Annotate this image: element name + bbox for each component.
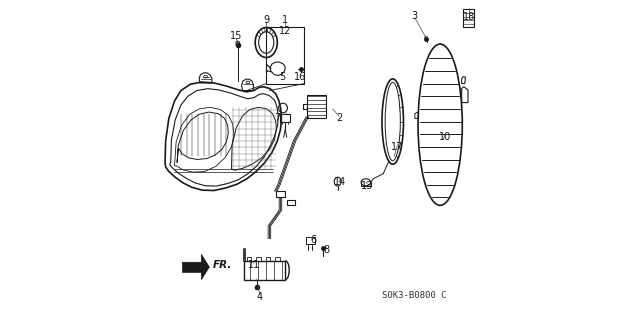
Text: 13: 13 [362,182,374,191]
Text: 14: 14 [335,177,347,187]
Bar [266,27,304,84]
Text: 10: 10 [439,132,451,142]
Bar [306,237,315,244]
Text: 5: 5 [279,72,285,82]
Polygon shape [182,254,209,280]
Text: 16: 16 [294,72,307,82]
Text: 9: 9 [263,15,269,26]
Bar [246,257,251,261]
Text: 17: 17 [391,142,404,152]
Text: 18: 18 [463,12,475,22]
Text: 3: 3 [412,11,418,21]
Bar [275,257,280,261]
Text: 6: 6 [310,235,317,245]
Text: 12: 12 [279,26,291,36]
Text: 2: 2 [336,113,342,123]
Text: S0K3-B0800 C: S0K3-B0800 C [381,291,446,300]
Bar [463,9,474,27]
Text: FR.: FR. [212,260,232,270]
Bar [287,200,294,205]
Text: 4: 4 [257,292,263,302]
Bar [256,257,260,261]
Bar [244,261,285,280]
Text: 7: 7 [274,113,280,123]
Text: 11: 11 [248,260,260,271]
Text: 15: 15 [230,31,243,41]
Bar [276,191,285,197]
Text: 1: 1 [282,15,288,26]
Text: 8: 8 [323,245,330,255]
Bar [266,257,270,261]
Bar [307,95,326,118]
